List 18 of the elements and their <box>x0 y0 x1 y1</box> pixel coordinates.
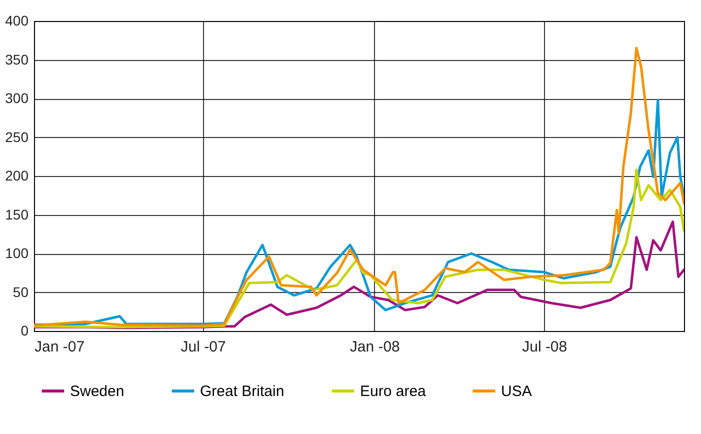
y-tick-label: 100 <box>5 245 29 261</box>
legend-label: Euro area <box>360 383 427 400</box>
legend-label: Great Britain <box>200 383 284 400</box>
y-tick-label: 400 <box>5 12 29 28</box>
y-tick-label: 0 <box>20 322 29 338</box>
x-tick-label: Jul -08 <box>522 338 568 356</box>
x-tick-label: Jul -07 <box>180 338 226 356</box>
line-series <box>34 46 684 327</box>
y-tick-label: 350 <box>5 51 29 68</box>
y-tick-label: 50 <box>12 284 29 300</box>
legend-label: Sweden <box>70 383 124 400</box>
y-tick-label: 250 <box>5 128 29 145</box>
x-tick-label: Jan -08 <box>350 338 400 356</box>
legend-label: USA <box>501 383 532 400</box>
y-tick-label: 200 <box>5 168 29 184</box>
y-tick-label: 300 <box>5 90 29 106</box>
x-tick-label: Jan -07 <box>34 338 85 356</box>
y-tick-label: 150 <box>5 206 29 222</box>
